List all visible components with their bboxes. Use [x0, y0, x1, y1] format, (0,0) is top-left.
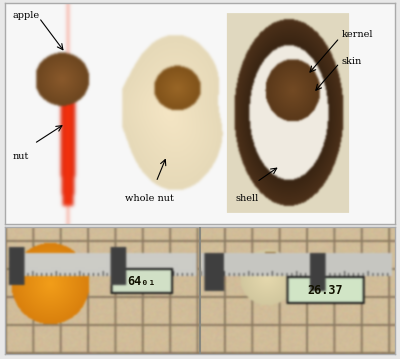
Text: 64₀₁: 64₀₁	[127, 275, 156, 289]
Text: whole nut: whole nut	[125, 194, 174, 203]
Text: 26.37: 26.37	[307, 284, 343, 297]
Text: apple: apple	[13, 10, 40, 20]
Text: shell: shell	[235, 194, 258, 203]
Text: kernel: kernel	[342, 30, 373, 39]
Text: skin: skin	[342, 56, 362, 65]
Text: nut: nut	[13, 152, 29, 161]
